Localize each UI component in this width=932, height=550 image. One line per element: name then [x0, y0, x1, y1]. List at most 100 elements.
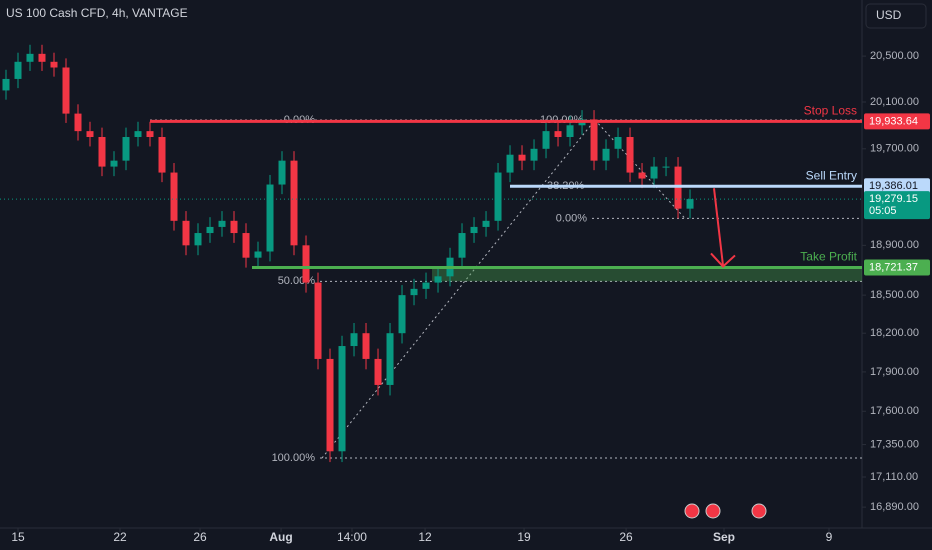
candle — [506, 145, 514, 183]
candle — [542, 121, 550, 159]
candle-body — [566, 125, 574, 138]
candle-body — [626, 137, 634, 173]
candle-body — [14, 61, 22, 79]
candle-body — [38, 53, 46, 62]
x-tick-label: 12 — [418, 530, 432, 544]
y-tick-label: 20,100.00 — [870, 96, 919, 108]
fib-label: 50.00% — [278, 275, 316, 287]
y-tick-label: 18,200.00 — [870, 327, 919, 339]
candle-body — [158, 137, 166, 173]
candle-body — [86, 131, 94, 138]
candle — [458, 223, 466, 268]
candle-body — [254, 251, 262, 258]
candle — [626, 127, 634, 183]
candle — [614, 127, 622, 159]
y-tick-label: 17,350.00 — [870, 438, 919, 450]
candle-body — [398, 295, 406, 334]
candle — [14, 52, 22, 89]
y-tick-label: 17,110.00 — [870, 471, 918, 483]
candle-body — [2, 78, 10, 91]
level-tag-label: 19,933.64 — [869, 115, 918, 127]
candle-body — [506, 154, 514, 173]
candle — [422, 272, 430, 299]
candle — [650, 157, 658, 189]
level-tag — [864, 259, 930, 276]
candle-body — [218, 220, 226, 227]
candle — [638, 163, 646, 189]
level-tag-label: 19,386.01 — [869, 180, 918, 192]
current-price-label: 19,279.15 — [869, 193, 918, 205]
fib-label: 0.00% — [556, 212, 587, 224]
candle-body — [134, 131, 142, 138]
y-tick-label: 18,500.00 — [870, 289, 919, 301]
candle-body — [422, 282, 430, 289]
x-tick-label: 19 — [517, 530, 531, 544]
candle — [386, 322, 394, 396]
candle-body — [590, 119, 598, 161]
candle-body — [242, 233, 250, 258]
candle-body — [386, 333, 394, 385]
candle — [362, 322, 370, 370]
candle — [86, 121, 94, 147]
candle — [62, 58, 70, 123]
candle — [26, 44, 34, 71]
candle-body — [374, 358, 382, 385]
x-tick-label: 22 — [113, 530, 127, 544]
candle-body — [482, 220, 490, 227]
currency-label[interactable]: USD — [876, 8, 902, 22]
candle — [410, 278, 418, 306]
candle-body — [602, 148, 610, 161]
fib-label: 100.00% — [272, 452, 316, 464]
candle — [602, 139, 610, 171]
candle-body — [362, 333, 370, 359]
candle-body — [266, 184, 274, 252]
candle — [242, 223, 250, 268]
candle-body — [170, 172, 178, 221]
y-tick-label: 16,890.00 — [870, 501, 919, 513]
candle — [206, 217, 214, 243]
currency-button[interactable] — [865, 3, 927, 29]
candle-body — [410, 288, 418, 296]
candle — [530, 139, 538, 171]
candle-body — [110, 160, 118, 167]
arrow-head — [710, 252, 736, 268]
candle-body — [614, 137, 622, 149]
chart-title: US 100 Cash CFD, 4h, VANTAGE — [6, 6, 188, 20]
candle-body — [122, 137, 130, 161]
candle-body — [338, 346, 346, 452]
candle — [254, 241, 262, 268]
candle-body — [50, 61, 58, 68]
candle — [494, 163, 502, 231]
candle — [194, 223, 202, 256]
x-tick-label: 26 — [193, 530, 207, 544]
candle — [374, 348, 382, 396]
event-icon[interactable] — [751, 503, 767, 519]
candle — [518, 145, 526, 171]
candle-body — [290, 160, 298, 246]
x-tick-label: Sep — [713, 530, 735, 544]
candle — [434, 266, 442, 293]
candle-body — [26, 53, 34, 62]
event-icon[interactable] — [705, 503, 721, 519]
candle-body — [662, 166, 670, 168]
candle-body — [470, 226, 478, 234]
candle — [158, 127, 166, 183]
arrow-shaft — [713, 188, 724, 266]
take-profit-zone — [432, 267, 862, 282]
event-icon[interactable] — [684, 503, 700, 519]
candle-body — [530, 148, 538, 161]
x-tick-label: Aug — [269, 530, 292, 544]
candle — [98, 127, 106, 177]
candle-body — [314, 282, 322, 359]
candle-body — [206, 226, 214, 234]
candle-body — [518, 154, 526, 161]
candle — [2, 69, 10, 100]
candle — [350, 322, 358, 357]
level-tag-label: 18,721.37 — [869, 261, 918, 273]
candle-body — [458, 233, 466, 258]
candle — [278, 151, 286, 195]
candle-body — [98, 137, 106, 167]
candle — [554, 121, 562, 147]
candle — [218, 211, 226, 237]
